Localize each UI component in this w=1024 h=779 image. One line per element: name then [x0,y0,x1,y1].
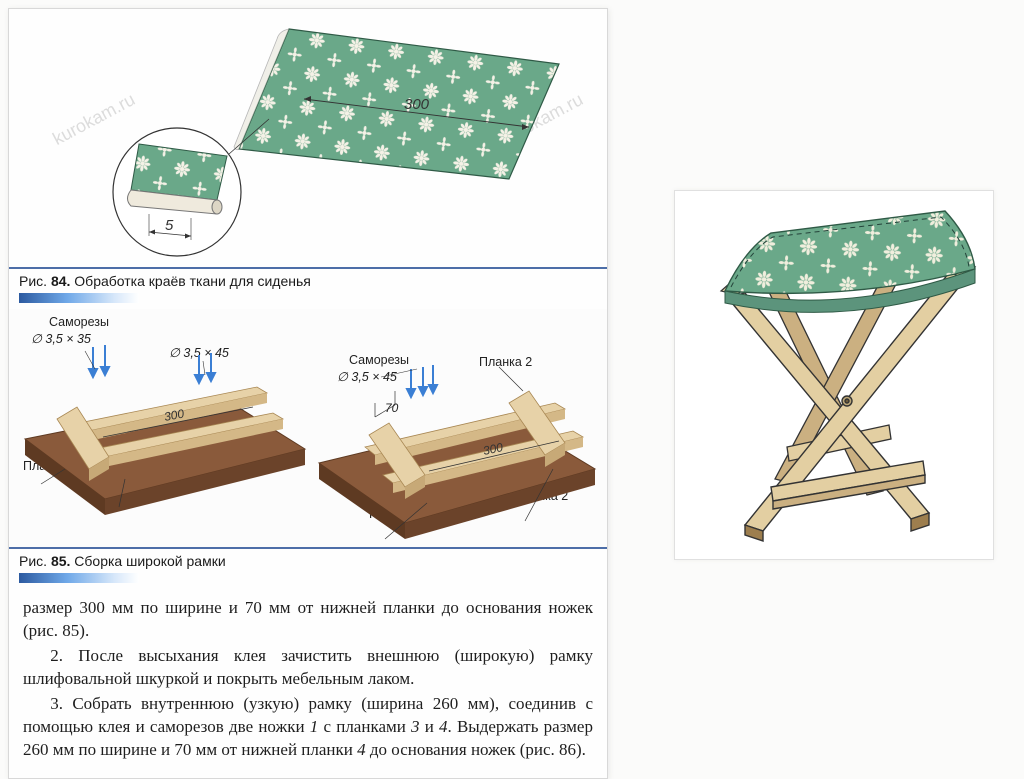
fig85-gradient-rule [19,573,139,583]
hem-detail-circle: 5 [99,114,279,294]
body-line2: 2. После высыхания клея зачистить внешню… [23,645,593,691]
fig84-caption-prefix: Рис. [19,273,51,289]
assembly-left-svg: 300 [15,329,315,549]
figure-85-region: Саморезы ∅ 3,5 × 35 ∅ 3,5 × 45 Саморезы … [9,309,607,549]
fig85-caption-text: Сборка широкой рамки [70,553,225,569]
fabric-width-dim: 300 [404,96,430,113]
body-line3: 3. Собрать внутреннюю (узкую) рамку (шир… [23,693,593,762]
fig85-caption-prefix: Рис. [19,553,51,569]
hem-dim: 5 [165,217,174,234]
assembly-right-svg: 300 [309,343,609,573]
folding-stool-svg [675,191,995,561]
textbook-page-scan: kurokam.ru kurokam.ru [8,8,608,779]
fig85-caption-num: 85. [51,553,70,569]
figure-84-region: kurokam.ru kurokam.ru [9,9,607,269]
fabric-diagram: 300 [229,19,579,219]
body-line1: размер 300 мм по ширине и 70 мм от нижне… [23,597,593,643]
fig84-caption-num: 84. [51,273,70,289]
fig84-gradient-rule [19,293,139,303]
label-screws-a: Саморезы [49,315,109,329]
instruction-text: размер 300 мм по ширине и 70 мм от нижне… [9,589,607,778]
stool-illustration-panel [674,190,994,560]
